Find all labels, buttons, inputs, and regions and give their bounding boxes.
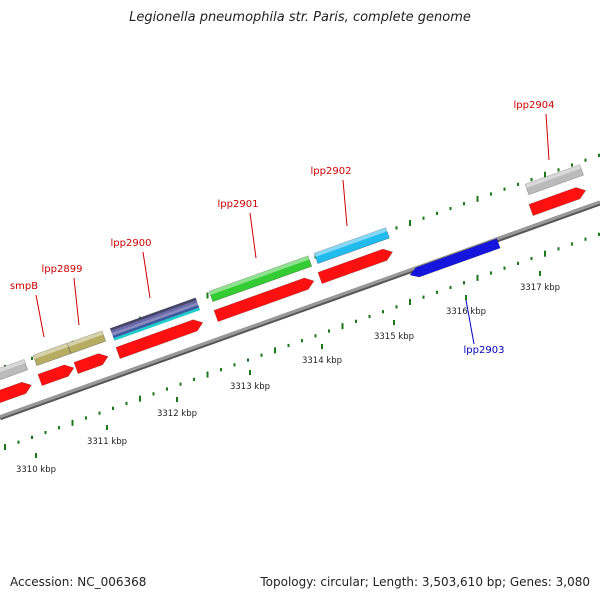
gene-label: lpp2901	[218, 199, 259, 210]
scale-tick-label: 3311 kbp	[87, 437, 127, 447]
cds-arrow	[317, 248, 393, 285]
scale-ticks: 3310 kbp 3311 kbp 3312 kbp 3313 kbp 3314 kbp…	[16, 271, 560, 475]
gene-arrow-reverse	[409, 238, 501, 278]
scale-tick-label: 3310 kbp	[16, 465, 56, 475]
gene-block	[208, 255, 313, 303]
scale-tick-label: 3312 kbp	[157, 409, 197, 419]
gene-block-highlight	[209, 255, 310, 295]
gene-block	[0, 359, 29, 384]
gene-stripe	[110, 300, 198, 334]
scale-tick-label: 3314 kbp	[302, 356, 342, 366]
genome-backbone	[0, 200, 600, 421]
gene-label-leader	[35, 294, 45, 338]
gene-unnamed	[0, 359, 32, 407]
gene-labels: smpB lpp2899 lpp2900 lpp2901 lpp2902 lpp2903 l…	[10, 100, 555, 356]
gene-block	[66, 330, 107, 355]
accession-text: Accession: NC_006368	[10, 575, 147, 589]
cds-arrow	[213, 277, 315, 323]
gene-smpB	[32, 342, 75, 387]
gene-lpp2903	[409, 238, 501, 278]
gene-stripe	[109, 297, 197, 331]
gene-lpp2900	[109, 297, 204, 360]
gene-features	[0, 164, 587, 407]
gene-label: lpp2904	[514, 100, 555, 111]
gene-label: smpB	[10, 281, 38, 292]
topology-text: Topology: circular; Length: 3,503,610 bp…	[260, 575, 590, 589]
genome-title: Legionella pneumophila str. Paris, compl…	[129, 10, 471, 25]
scale-tick-label: 3316 kbp	[446, 307, 486, 317]
gene-label: lpp2900	[111, 238, 152, 249]
scale-tick-label: 3315 kbp	[374, 332, 414, 342]
gene-block-highlight	[67, 330, 104, 347]
gene-block-highlight	[0, 359, 26, 376]
gene-label: lpp2899	[42, 264, 83, 275]
gene-stripe	[111, 302, 199, 336]
gene-block	[524, 164, 584, 196]
track-dots	[4, 153, 600, 451]
gene-block-highlight	[314, 227, 387, 257]
gene-lpp2904	[524, 164, 587, 217]
cds-arrow	[528, 187, 587, 217]
gene-stripe	[112, 305, 200, 339]
gene-lpp2901	[208, 255, 315, 323]
gene-label-leader	[545, 113, 550, 161]
cds-arrow	[0, 381, 32, 407]
cds-arrow	[73, 353, 109, 375]
gene-label-leader	[342, 179, 348, 227]
gene-lpp2902	[313, 227, 393, 285]
scale-tick-label: 3313 kbp	[230, 382, 270, 392]
cds-arrow	[37, 364, 75, 387]
gene-block-highlight	[33, 343, 69, 359]
gene-block-highlight	[525, 164, 582, 188]
scale-tick-label: 3317 kbp	[520, 283, 560, 293]
gene-label: lpp2903	[464, 345, 505, 356]
gene-label-leader	[465, 299, 475, 345]
gene-lpp2899	[66, 330, 109, 375]
gene-label-leader	[249, 212, 257, 259]
gene-stripe	[113, 307, 201, 341]
backbone-line	[0, 200, 600, 419]
gene-label-leader	[73, 277, 80, 326]
cds-arrow	[115, 319, 204, 360]
gene-block	[32, 342, 72, 367]
gene-label-leader	[142, 251, 151, 299]
gene-label: lpp2902	[311, 166, 352, 177]
gene-block	[313, 227, 390, 265]
